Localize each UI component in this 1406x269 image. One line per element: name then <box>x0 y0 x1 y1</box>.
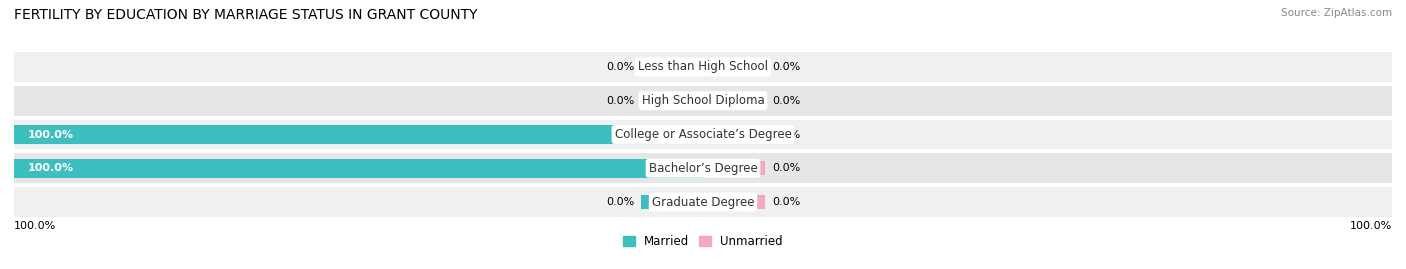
Bar <box>14 120 1392 149</box>
Text: Graduate Degree: Graduate Degree <box>652 196 754 208</box>
Text: High School Diploma: High School Diploma <box>641 94 765 107</box>
Text: 100.0%: 100.0% <box>14 221 56 231</box>
Bar <box>14 86 1392 116</box>
Text: 0.0%: 0.0% <box>606 197 634 207</box>
Bar <box>703 128 765 141</box>
Text: Bachelor’s Degree: Bachelor’s Degree <box>648 162 758 175</box>
Text: Source: ZipAtlas.com: Source: ZipAtlas.com <box>1281 8 1392 18</box>
Text: FERTILITY BY EDUCATION BY MARRIAGE STATUS IN GRANT COUNTY: FERTILITY BY EDUCATION BY MARRIAGE STATU… <box>14 8 478 22</box>
Text: 0.0%: 0.0% <box>772 129 800 140</box>
Text: 100.0%: 100.0% <box>28 163 75 173</box>
Text: 0.0%: 0.0% <box>606 96 634 106</box>
Bar <box>703 161 765 175</box>
Bar <box>14 187 1392 217</box>
Bar <box>14 52 1392 82</box>
Bar <box>641 195 703 209</box>
Bar <box>14 153 1392 183</box>
Bar <box>703 94 765 108</box>
Text: 100.0%: 100.0% <box>28 129 75 140</box>
Bar <box>641 94 703 108</box>
Legend: Married, Unmarried: Married, Unmarried <box>619 230 787 253</box>
Text: 0.0%: 0.0% <box>606 62 634 72</box>
Bar <box>703 195 765 209</box>
Text: 0.0%: 0.0% <box>772 197 800 207</box>
Text: Less than High School: Less than High School <box>638 61 768 73</box>
Text: 100.0%: 100.0% <box>1350 221 1392 231</box>
Bar <box>641 60 703 74</box>
Bar <box>14 125 703 144</box>
Text: 0.0%: 0.0% <box>772 96 800 106</box>
Text: College or Associate’s Degree: College or Associate’s Degree <box>614 128 792 141</box>
Bar <box>14 159 703 178</box>
Text: 0.0%: 0.0% <box>772 163 800 173</box>
Bar <box>703 60 765 74</box>
Text: 0.0%: 0.0% <box>772 62 800 72</box>
